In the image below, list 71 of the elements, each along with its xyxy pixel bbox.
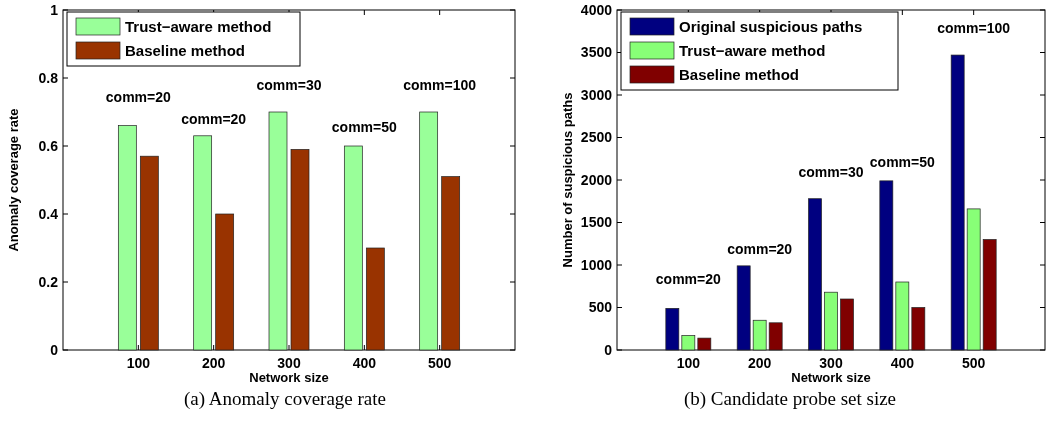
bar: [441, 176, 461, 351]
x-tick-label: 300: [819, 355, 843, 371]
y-tick-label: 0: [604, 341, 613, 358]
legend-label: Original suspicious paths: [679, 18, 863, 36]
x-tick-label: 100: [126, 355, 151, 371]
annotation: comm=20: [105, 88, 172, 105]
y-tick-label: 2500: [580, 129, 613, 146]
bar: [697, 337, 712, 351]
y-tick-label: 0.6: [38, 137, 59, 154]
x-tick-label: 400: [352, 355, 377, 371]
annotation: comm=30: [256, 77, 322, 93]
y-tick-label: 500: [588, 299, 613, 316]
x-tick-label: 400: [890, 355, 915, 371]
bar: [768, 322, 783, 351]
x-axis-title: Network size: [249, 370, 329, 385]
bar: [343, 145, 363, 351]
bar: [665, 308, 680, 351]
annotation: comm=100: [937, 20, 1011, 37]
bar: [966, 208, 981, 351]
bar: [895, 281, 910, 351]
bar: [879, 180, 894, 351]
y-tick-label: 3000: [580, 86, 613, 103]
y-tick-label: 1500: [580, 214, 613, 231]
bar: [736, 265, 751, 351]
y-tick-label: 0: [50, 341, 59, 358]
annotation: comm=20: [181, 110, 247, 127]
y-axis-title: Number of suspicious paths: [560, 92, 575, 268]
text: (a) Anomaly coverage rate: [183, 388, 387, 410]
y-tick-label: 1000: [580, 256, 613, 273]
x-tick-label: 500: [961, 355, 986, 371]
y-tick-label: 0.2: [38, 273, 59, 290]
y-tick-label: 0.4: [38, 205, 59, 222]
legend-label: Baseline method: [679, 66, 800, 84]
bar: [215, 213, 235, 351]
bar: [752, 319, 767, 351]
legend-label: Trust−aware method: [679, 42, 826, 60]
x-tick-label: 200: [201, 355, 226, 371]
x-tick-label: 500: [427, 355, 452, 371]
bar: [911, 307, 926, 351]
text: (b) Candidate probe set size: [683, 388, 897, 410]
legend-label: Baseline method: [125, 42, 246, 60]
bar: [139, 155, 159, 351]
legend-label: Trust−aware method: [125, 18, 272, 36]
bar: [824, 291, 838, 351]
x-tick-label: 100: [676, 355, 701, 371]
bar: [681, 335, 696, 351]
x-tick-label: 200: [747, 355, 772, 371]
bar: [268, 111, 288, 351]
x-tick-label: 300: [277, 355, 301, 371]
annotation: comm=30: [798, 163, 864, 180]
bar: [808, 198, 822, 351]
y-axis-title: Anomaly coverage rate: [6, 108, 21, 252]
annotation: comm=20: [727, 240, 793, 257]
bar: [193, 135, 213, 351]
bar: [365, 247, 385, 351]
y-tick-label: 4000: [580, 1, 613, 18]
x-axis-title: Network size: [791, 370, 871, 385]
y-tick-label: 0.8: [38, 69, 59, 86]
bar: [290, 149, 310, 351]
bar: [982, 239, 997, 351]
y-tick-label: 3500: [580, 44, 613, 61]
y-tick-label: 1: [50, 1, 59, 18]
bar: [950, 54, 965, 351]
bar: [840, 298, 854, 351]
bar: [117, 125, 137, 351]
annotation: comm=50: [869, 153, 936, 170]
bar: [419, 111, 439, 351]
y-tick-label: 2000: [580, 171, 613, 188]
annotation: comm=50: [331, 119, 398, 135]
annotation: comm=100: [403, 77, 477, 93]
annotation: comm=20: [655, 271, 722, 288]
